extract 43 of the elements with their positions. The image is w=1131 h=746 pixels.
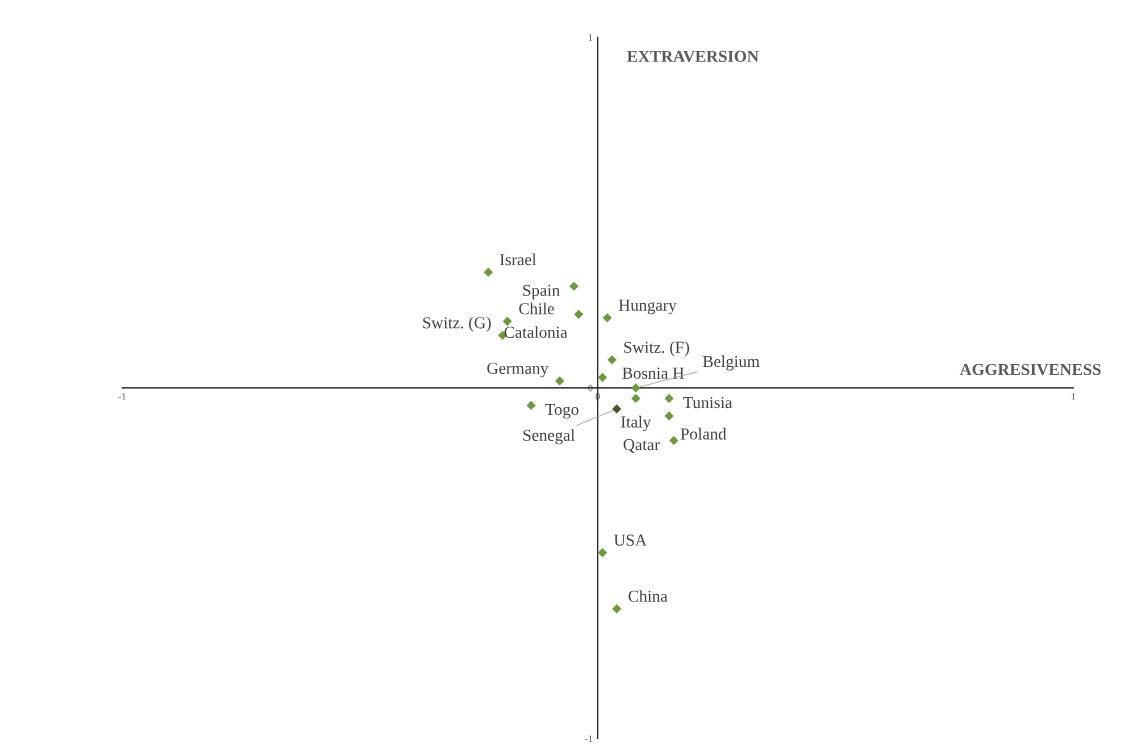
- annotation: China: [628, 590, 668, 602]
- point: [664, 411, 674, 421]
- point: [607, 355, 617, 365]
- point: [502, 316, 512, 326]
- x-tick-label: -1: [118, 393, 126, 400]
- annotation: Israel: [500, 253, 537, 266]
- annotation: Togo: [545, 404, 579, 419]
- y-tick-label: 0: [588, 384, 593, 392]
- annotation: Italy: [621, 415, 651, 432]
- annotation: Spain: [523, 284, 560, 300]
- annotation: Tunisia: [683, 396, 733, 409]
- annotation: Switz. (G): [423, 316, 491, 332]
- annotation: Qatar: [623, 439, 660, 453]
- annotation: Belgium: [702, 355, 760, 371]
- annotation: USA: [613, 534, 647, 546]
- y-tick-label: 1: [588, 34, 593, 41]
- annotation: Switz. (F): [624, 341, 690, 357]
- x-axis-title: AGGRESIVENESS: [959, 363, 1101, 376]
- annotation: Senegal: [523, 429, 575, 445]
- point: [612, 604, 622, 614]
- point: [664, 393, 674, 404]
- annotation: Hungary: [618, 299, 677, 315]
- point: [597, 548, 608, 558]
- annotation: Poland: [680, 427, 727, 440]
- point: [602, 313, 612, 323]
- point: [669, 435, 679, 446]
- annotation: Catalonia: [504, 326, 568, 338]
- annotation: Chile: [519, 302, 555, 315]
- y-tick-label: -1: [585, 735, 593, 742]
- point: [569, 281, 579, 291]
- point: [574, 309, 584, 319]
- point: [631, 383, 641, 393]
- point: [526, 400, 536, 411]
- point: [483, 267, 493, 277]
- annotation: Bosnia H: [622, 367, 684, 379]
- y-axis-title: EXTRAVERSION: [627, 50, 759, 63]
- x-tick-label: 0: [595, 393, 600, 400]
- annotation: Germany: [487, 362, 549, 378]
- point: [631, 393, 641, 404]
- point: [555, 376, 565, 386]
- point: [612, 404, 622, 414]
- point: [597, 372, 608, 383]
- x-tick-label: 1: [1071, 393, 1076, 400]
